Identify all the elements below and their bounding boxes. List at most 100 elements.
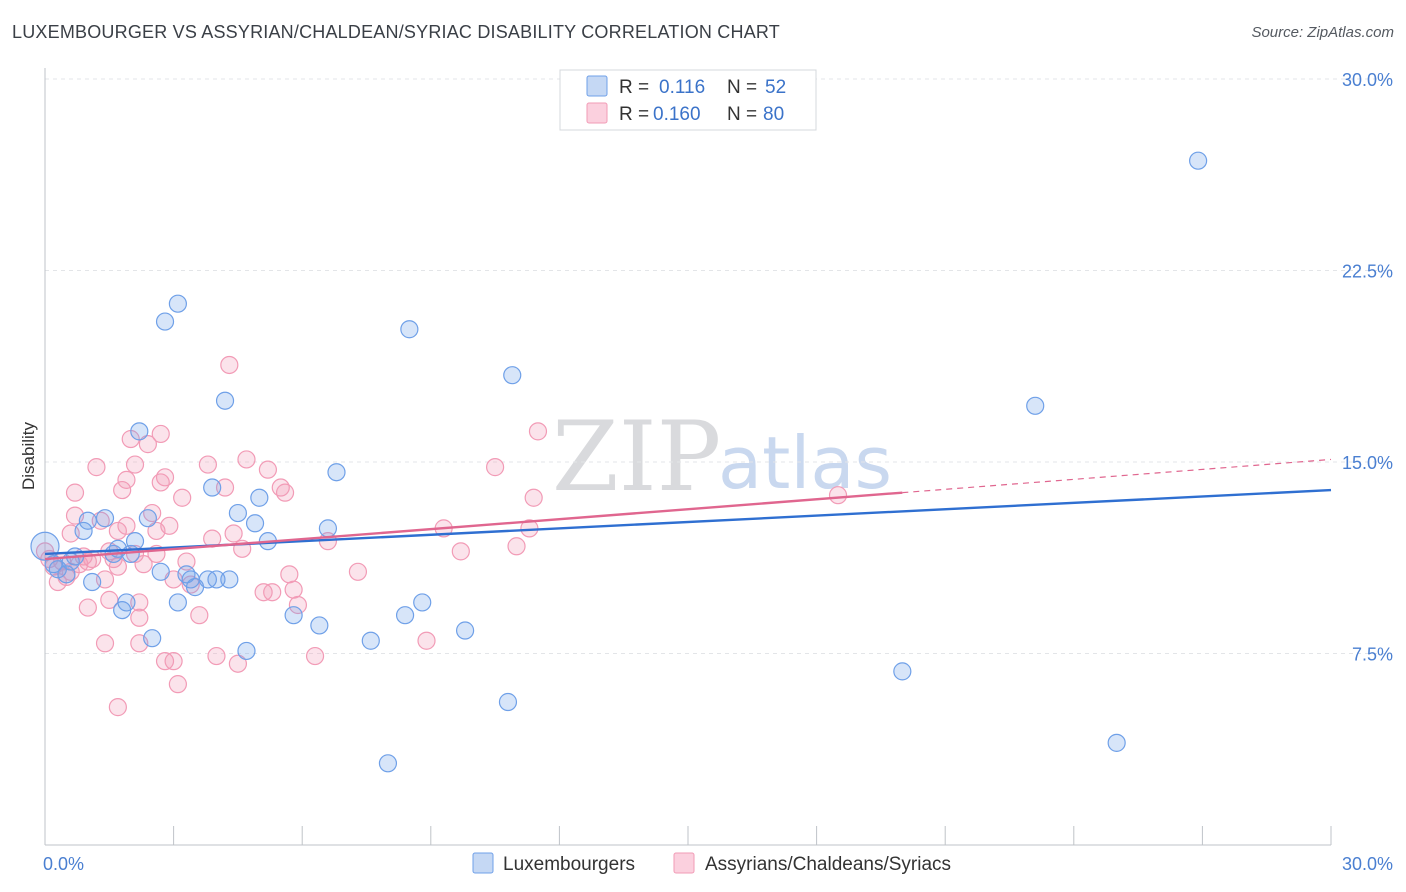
trend-lines — [44, 458, 1332, 561]
point-assyrians — [95, 634, 115, 653]
trend-line-assyrians — [44, 491, 903, 561]
point-luxembourgers — [327, 463, 346, 482]
point-luxembourgers — [151, 562, 170, 581]
series-assyrians-points — [35, 355, 848, 717]
legend-n-value-pink: 80 — [763, 104, 784, 125]
legend-r-label-blue: R = — [619, 77, 649, 98]
point-assyrians — [486, 458, 505, 477]
x-axis-ticks — [173, 826, 1332, 845]
point-luxembourgers — [168, 294, 187, 313]
point-luxembourgers — [203, 478, 222, 497]
point-assyrians — [190, 606, 209, 625]
legend-n-label-pink: N = — [727, 104, 757, 125]
point-assyrians — [275, 483, 295, 502]
bottom-legend-label-luxembourgers: Luxembourgers — [503, 854, 635, 875]
bottom-legend-swatch-assyrians — [673, 852, 695, 874]
point-assyrians — [524, 488, 543, 507]
point-luxembourgers — [498, 692, 518, 712]
point-luxembourgers — [78, 511, 97, 530]
point-assyrians — [155, 468, 175, 487]
point-assyrians — [151, 424, 170, 444]
watermark-atlas: atlas — [718, 421, 892, 505]
point-luxembourgers — [220, 570, 239, 589]
point-luxembourgers — [83, 572, 102, 592]
point-assyrians — [108, 521, 127, 541]
point-assyrians — [130, 608, 149, 627]
point-assyrians — [78, 598, 97, 617]
point-assyrians — [164, 652, 183, 671]
point-assyrians — [173, 488, 192, 507]
point-luxembourgers — [400, 320, 419, 339]
y-tick-label: 22.5% — [1342, 262, 1393, 282]
legend-n-label-blue: N = — [727, 77, 757, 98]
point-luxembourgers — [74, 521, 93, 541]
point-assyrians — [417, 631, 436, 650]
point-assyrians — [220, 355, 239, 375]
grid — [45, 78, 1392, 654]
point-luxembourgers — [284, 606, 303, 625]
legend-swatch-blue — [586, 75, 608, 97]
point-luxembourgers — [168, 593, 187, 612]
point-luxembourgers — [228, 503, 247, 523]
point-luxembourgers — [143, 629, 162, 648]
point-assyrians — [207, 646, 226, 666]
point-assyrians — [528, 422, 548, 441]
chart-title: LUXEMBOURGER VS ASSYRIAN/CHALDEAN/SYRIAC… — [12, 22, 780, 42]
y-axis-label: Disability — [19, 421, 38, 490]
bottom-legend-label-assyrians: Assyrians/Chaldeans/Syriacs — [705, 854, 951, 875]
trend-line-assyrians-extension — [902, 458, 1332, 494]
point-luxembourgers — [117, 593, 136, 612]
point-assyrians — [83, 549, 102, 569]
point-assyrians — [280, 565, 299, 584]
y-tick-label: 7.5% — [1352, 645, 1393, 665]
legend-box: R = 0.116 N = 52 R = 0.160 N = 80 — [559, 69, 817, 131]
point-luxembourgers — [215, 391, 235, 410]
point-assyrians — [828, 486, 848, 505]
point-assyrians — [108, 698, 127, 717]
point-luxembourgers — [155, 312, 175, 331]
point-luxembourgers — [310, 616, 329, 635]
point-luxembourgers — [95, 509, 115, 528]
point-assyrians — [125, 455, 145, 474]
point-luxembourgers — [138, 509, 157, 528]
x-tick-label-max: 30.0% — [1342, 854, 1393, 874]
point-assyrians — [348, 562, 368, 581]
point-assyrians — [130, 593, 149, 612]
point-luxembourgers — [245, 514, 265, 533]
point-luxembourgers — [207, 570, 226, 589]
y-tick-label: 30.0% — [1342, 70, 1393, 90]
point-luxembourgers — [237, 641, 256, 661]
point-luxembourgers — [413, 593, 432, 612]
point-luxembourgers — [361, 631, 380, 650]
point-assyrians — [258, 460, 278, 479]
legend-r-label-pink: R = — [619, 104, 649, 125]
point-assyrians — [507, 537, 526, 556]
point-assyrians — [305, 646, 325, 666]
point-assyrians — [284, 580, 303, 599]
point-assyrians — [451, 542, 470, 561]
point-luxembourgers — [130, 422, 149, 441]
legend-swatch-pink — [586, 102, 608, 124]
point-luxembourgers — [125, 532, 145, 551]
y-tick-labels: 7.5% 15.0% 22.5% 30.0% — [1342, 70, 1393, 665]
watermark-zip: ZIP — [552, 401, 721, 513]
source-label: Source: ZipAtlas.com — [1251, 24, 1394, 41]
point-assyrians — [87, 458, 106, 477]
point-assyrians — [138, 435, 157, 454]
point-assyrians — [65, 483, 85, 502]
bottom-legend: Luxembourgers Assyrians/Chaldeans/Syriac… — [472, 852, 951, 875]
point-luxembourgers — [1026, 396, 1045, 415]
point-assyrians — [117, 516, 136, 535]
legend-r-value-blue: 0.116 — [659, 77, 705, 98]
point-assyrians — [263, 583, 282, 602]
point-luxembourgers — [378, 754, 398, 773]
point-luxembourgers — [1189, 151, 1208, 170]
point-luxembourgers — [893, 662, 912, 681]
point-assyrians — [228, 654, 247, 673]
point-luxembourgers — [1107, 733, 1126, 752]
point-assyrians — [134, 555, 153, 574]
point-luxembourgers — [250, 488, 269, 507]
point-assyrians — [215, 478, 235, 497]
y-tick-label: 15.0% — [1342, 453, 1393, 473]
